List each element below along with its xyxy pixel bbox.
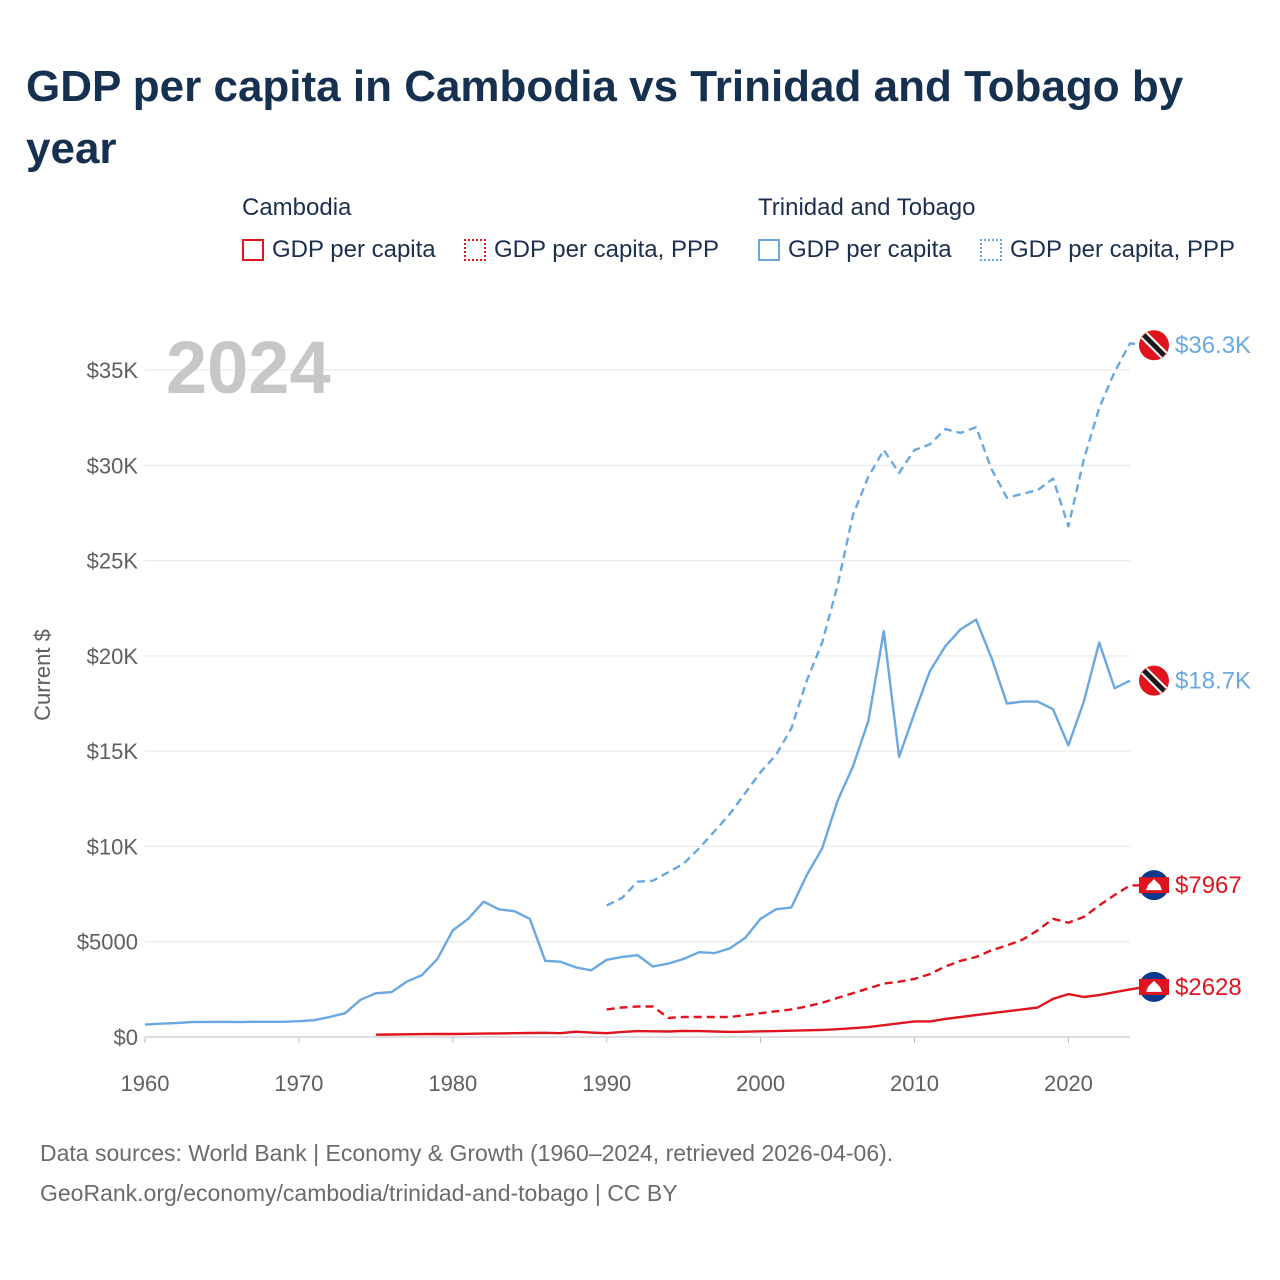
y-tick-label: $15K <box>87 739 139 764</box>
legend-item-trinidad-gdp-ppp[interactable]: GDP per capita, PPP <box>980 236 1235 264</box>
legend-item-label: GDP per capita, PPP <box>494 236 719 263</box>
legend-group-cambodia: Cambodia <box>242 194 352 221</box>
end-markers: $36.3K $18.7K $7967 $2628 <box>1139 330 1251 1002</box>
y-tick-label: $5000 <box>77 930 138 955</box>
legend-item-label: GDP per capita <box>788 236 952 263</box>
y-tick-label: $35K <box>87 358 139 383</box>
series-end-label: $7967 <box>1175 872 1242 899</box>
year-watermark: 2024 <box>166 326 331 409</box>
series-line[interactable] <box>606 884 1146 1020</box>
series-lines <box>144 342 1146 1036</box>
y-tick-label: $25K <box>87 549 139 574</box>
legend-swatch-solid-icon <box>242 239 264 261</box>
trinidad-flag-icon <box>1139 330 1169 361</box>
series-end-label: $18.7K <box>1175 668 1251 695</box>
legend-item-trinidad-gdp[interactable]: GDP per capita <box>758 236 952 264</box>
legend-item-label: GDP per capita <box>272 236 436 263</box>
cambodia-flag-icon <box>1139 870 1169 901</box>
legend-item-cambodia-gdp-ppp[interactable]: GDP per capita, PPP <box>464 236 719 264</box>
series-line[interactable] <box>375 985 1146 1036</box>
x-tick-label: 2010 <box>890 1071 939 1096</box>
legend-swatch-solid-icon <box>758 239 780 261</box>
chart-title: GDP per capita in Cambodia vs Trinidad a… <box>26 62 1184 173</box>
legend-swatch-dotted-icon <box>980 239 1002 261</box>
series-line[interactable] <box>144 618 1131 1026</box>
x-tick-label: 1970 <box>274 1071 323 1096</box>
y-tick-label: $20K <box>87 644 139 669</box>
x-tick-label: 2000 <box>736 1071 785 1096</box>
legend-group-trinidad: Trinidad and Tobago <box>758 194 976 221</box>
gridlines <box>145 369 1130 1038</box>
y-tick-label: $30K <box>87 453 139 478</box>
y-tick-label: $0 <box>114 1025 138 1050</box>
series-end-label: $36.3K <box>1175 332 1251 359</box>
trinidad-flag-icon <box>1139 665 1169 696</box>
x-tick-label: 2020 <box>1044 1071 1093 1096</box>
legend-item-cambodia-gdp[interactable]: GDP per capita <box>242 236 436 264</box>
cambodia-flag-icon <box>1139 971 1169 1002</box>
legend-item-label: GDP per capita, PPP <box>1010 236 1235 263</box>
footer-source: Data sources: World Bank | Economy & Gro… <box>40 1140 894 1166</box>
footer-link[interactable]: GeoRank.org/economy/cambodia/trinidad-an… <box>40 1180 678 1206</box>
y-axis-label: Current $ <box>30 629 55 721</box>
x-tick-label: 1990 <box>582 1071 631 1096</box>
x-tick-label: 1980 <box>428 1071 477 1096</box>
series-end-label: $2628 <box>1175 974 1242 1001</box>
x-tick-label: 1960 <box>121 1071 170 1096</box>
x-axis: 1960 1970 1980 1990 2000 2010 2020 <box>121 1037 1093 1096</box>
y-tick-label: $10K <box>87 834 139 859</box>
series-line[interactable] <box>606 342 1146 907</box>
y-axis: $0 $5000 $10K $15K $20K $25K $30K $35K <box>77 358 139 1050</box>
legend-swatch-dotted-icon <box>464 239 486 261</box>
